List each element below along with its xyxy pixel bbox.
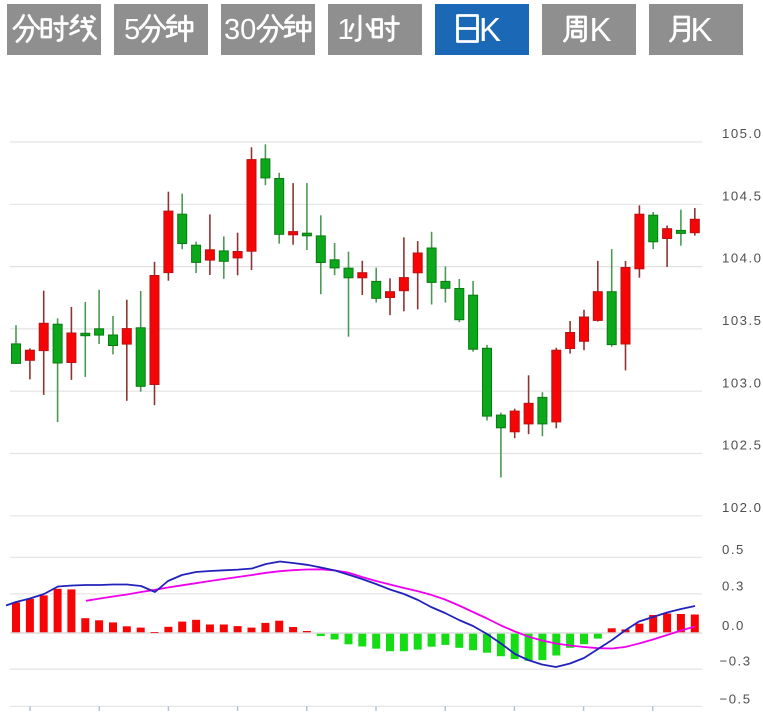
svg-text:K: K (691, 11, 713, 48)
svg-text:102.0: 102.0 (722, 500, 763, 515)
svg-text:30: 30 (224, 14, 256, 46)
svg-text:K: K (479, 11, 501, 48)
svg-text:103.5: 103.5 (722, 313, 763, 328)
svg-text:0.3: 0.3 (722, 579, 745, 594)
svg-text:1: 1 (338, 14, 354, 46)
svg-text:104.0: 104.0 (722, 251, 763, 266)
svg-text:K: K (590, 11, 612, 48)
svg-text:−0.5: −0.5 (720, 692, 752, 707)
svg-text:104.5: 104.5 (722, 188, 763, 203)
svg-text:0.5: 0.5 (722, 542, 745, 557)
svg-text:−0.3: −0.3 (720, 654, 752, 669)
svg-text:105.0: 105.0 (722, 126, 763, 141)
svg-text:103.0: 103.0 (722, 375, 763, 390)
svg-text:102.5: 102.5 (722, 438, 763, 453)
svg-text:0.0: 0.0 (722, 618, 745, 633)
svg-text:5: 5 (124, 14, 140, 46)
